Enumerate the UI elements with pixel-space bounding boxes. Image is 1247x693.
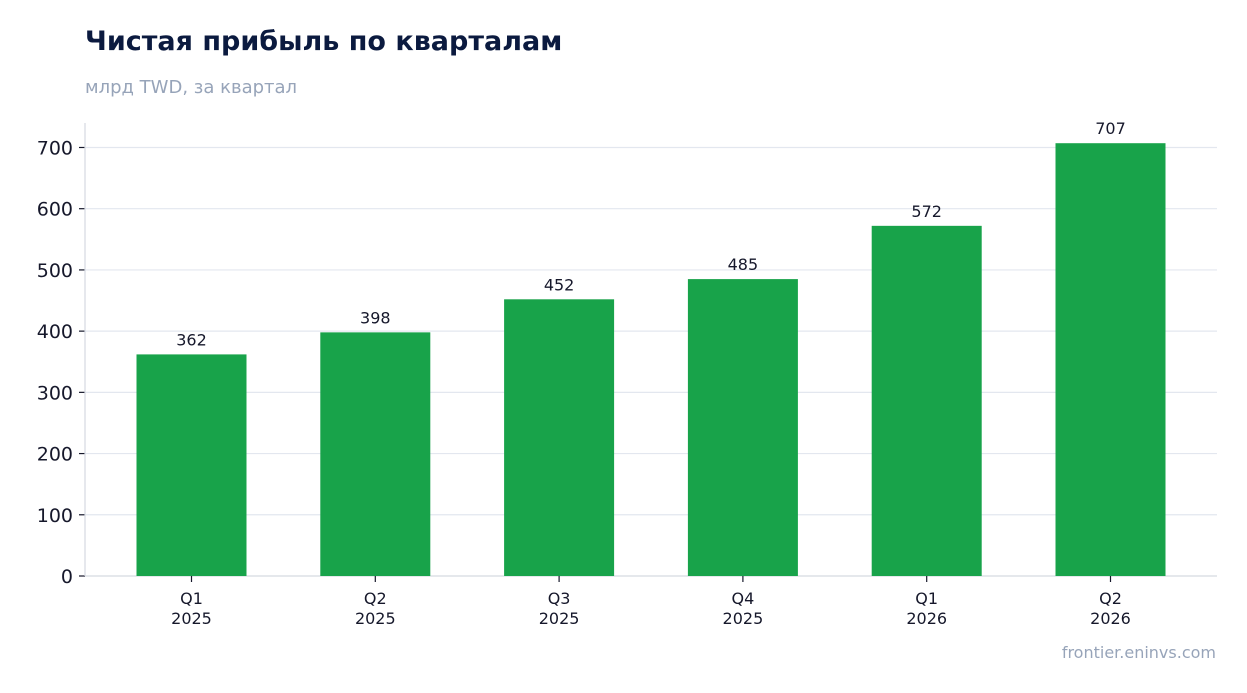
bars (136, 143, 1166, 576)
bar (687, 279, 798, 576)
y-tick-label: 300 (37, 382, 73, 404)
data-label: 398 (360, 308, 391, 327)
y-tick-label: 600 (37, 199, 73, 221)
chart-subtitle: млрд TWD, за квартал (85, 77, 298, 98)
bar (320, 332, 431, 576)
chart-title: Чистая прибыль по кварталам (85, 26, 563, 57)
data-labels: 362 398 452 485 572 707 (176, 119, 1126, 349)
y-tick-label: 0 (61, 566, 73, 588)
x-tick-label: Q1 2026 (906, 589, 947, 628)
y-tick-label: 200 (37, 444, 73, 466)
data-label: 485 (728, 255, 759, 274)
x-tick-label: Q2 2026 (1090, 589, 1131, 628)
data-label: 707 (1095, 119, 1126, 138)
bar (136, 354, 247, 576)
y-tick-label: 700 (37, 137, 73, 159)
x-tick-label: Q3 2025 (539, 589, 580, 628)
source-credit: frontier.eninvs.com (1061, 643, 1216, 662)
y-tick-label: 400 (37, 321, 73, 343)
x-tick-label: Q2 2025 (355, 589, 396, 628)
y-tick-label: 100 (37, 505, 73, 527)
data-label: 572 (911, 202, 942, 221)
data-label: 452 (544, 275, 575, 294)
grid-lines (85, 146, 1217, 516)
axes (79, 123, 1217, 582)
data-label: 362 (176, 330, 207, 349)
bar (1055, 143, 1166, 576)
x-tick-label: Q4 2025 (723, 589, 764, 628)
bar (871, 225, 982, 576)
tick-labels: 0 100 200 300 400 500 600 700 Q1 2025 Q2 2025 Q3 2025… (37, 137, 1131, 628)
x-tick-label: Q1 2025 (171, 589, 212, 628)
y-tick-label: 500 (37, 260, 73, 282)
bar (504, 299, 615, 576)
